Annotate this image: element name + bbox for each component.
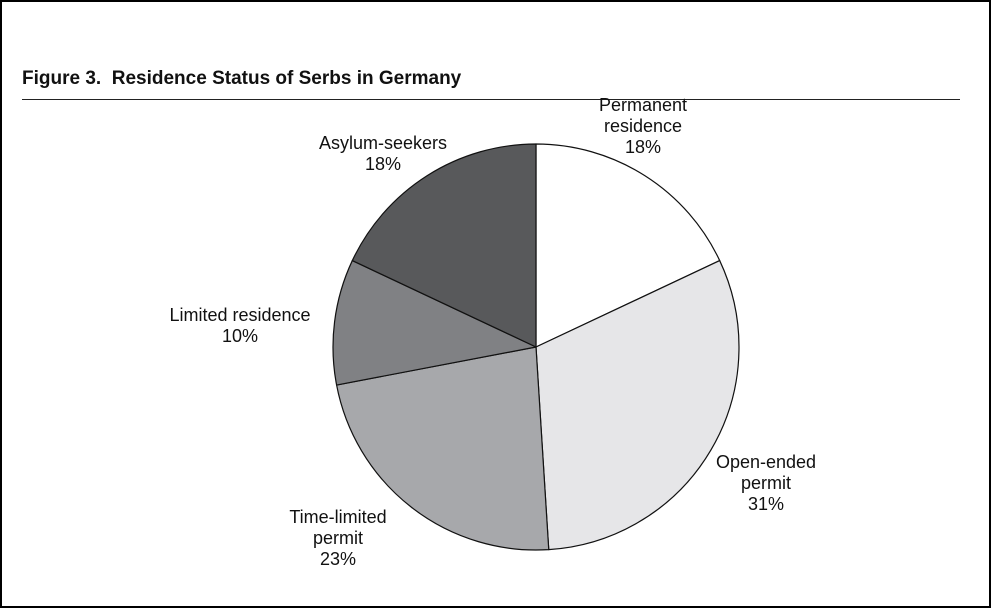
category-label: Limited residence <box>169 305 311 325</box>
slice-label: Permanent residence 18% <box>578 95 708 158</box>
chart-title: Figure 3. Residence Status of Serbs in G… <box>22 68 462 89</box>
value-label: 31% <box>747 494 785 514</box>
category-label: Time-limited permit <box>289 507 387 548</box>
value-label: 18% <box>364 154 402 174</box>
slice-label: Open-ended permit 31% <box>706 452 826 515</box>
title-rule <box>22 99 960 100</box>
pie-slice <box>535 259 740 551</box>
pie-slice <box>535 143 721 348</box>
pie-slice <box>335 346 550 551</box>
category-label: Permanent residence <box>598 95 688 136</box>
value-label: 18% <box>624 137 662 157</box>
category-label: Open-ended permit <box>715 452 817 493</box>
slice-label: Limited residence 10% <box>140 305 340 347</box>
pie-slice <box>351 143 537 348</box>
value-label: 10% <box>221 326 259 346</box>
slice-label: Time-limited permit 23% <box>273 507 403 570</box>
value-label: 23% <box>319 549 357 569</box>
slice-label: Asylum-seekers 18% <box>293 133 473 175</box>
pie-slice <box>332 259 537 386</box>
category-label: Asylum-seekers <box>318 133 448 153</box>
